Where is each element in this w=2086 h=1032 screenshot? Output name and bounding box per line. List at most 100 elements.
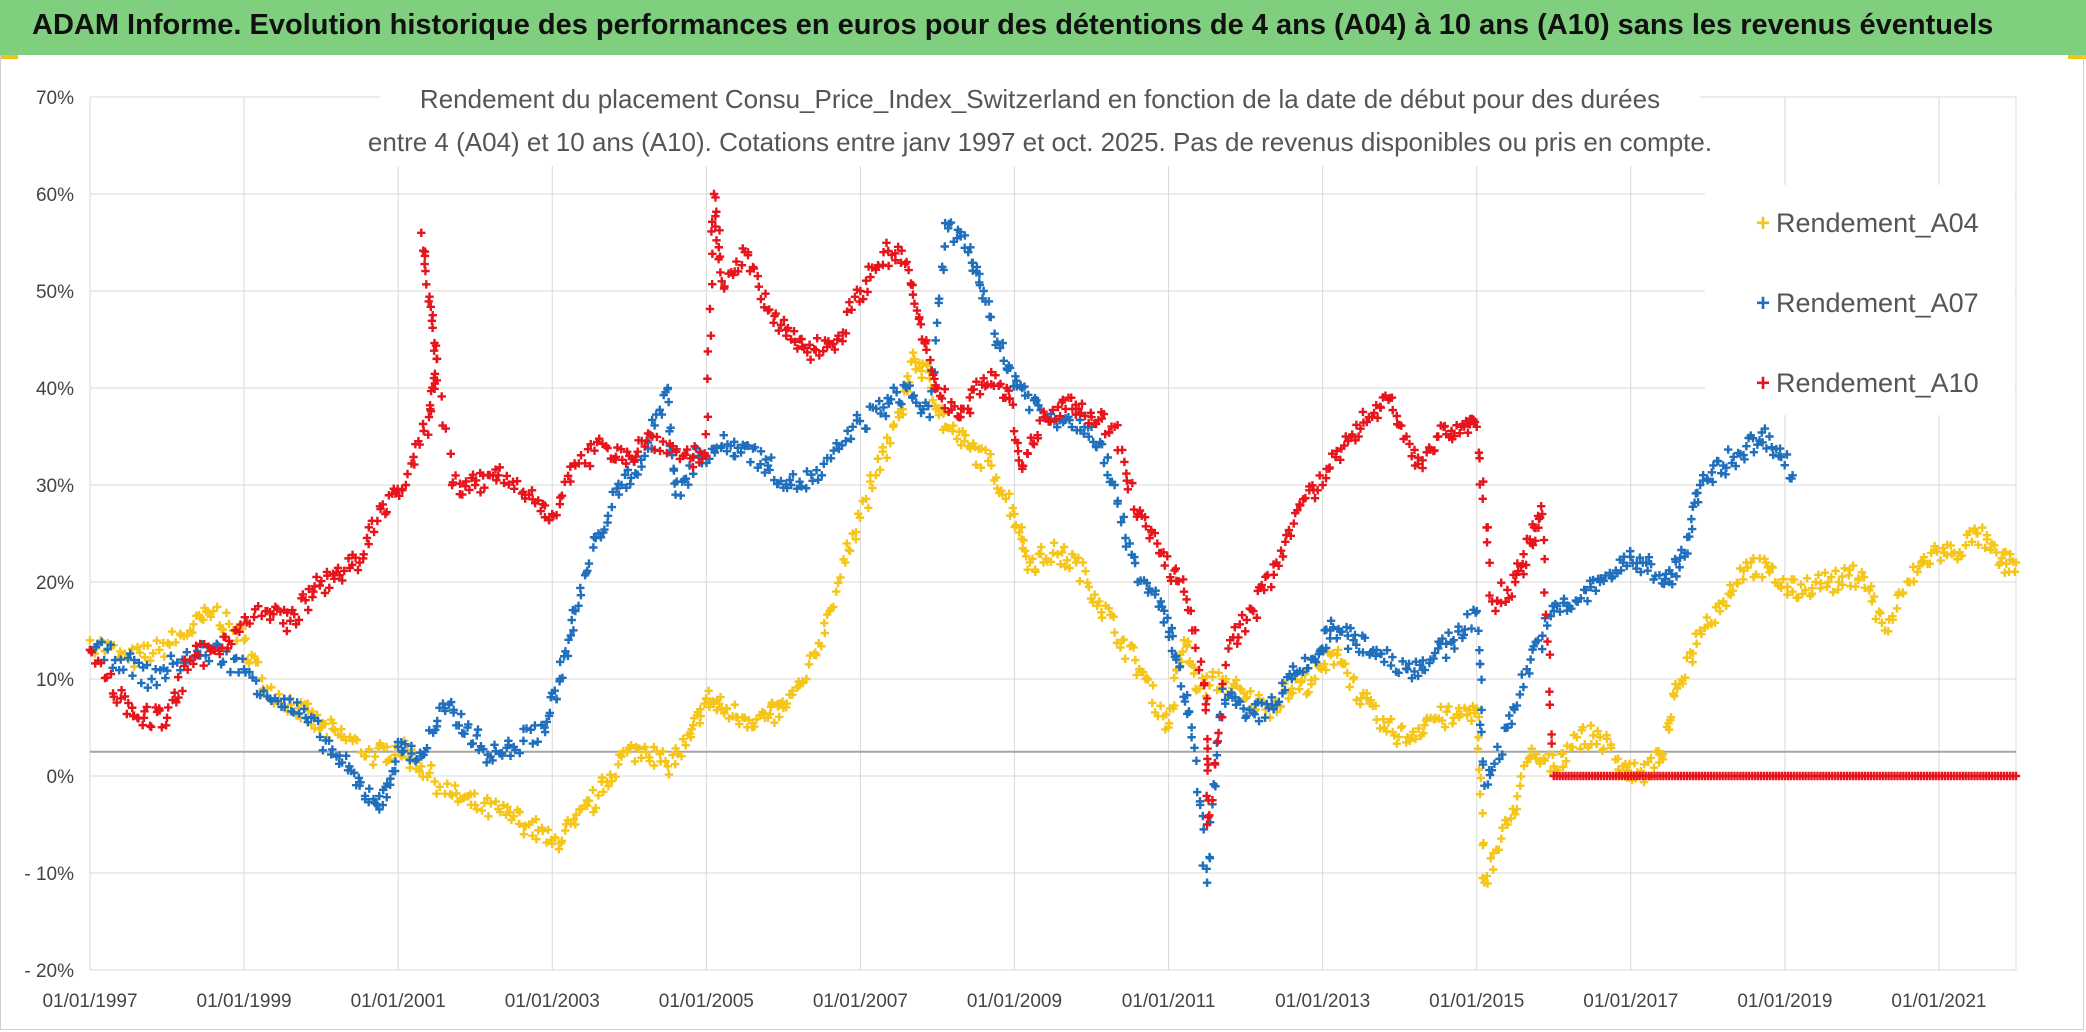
data-point-a07 [1636, 567, 1646, 577]
data-point-a04 [1472, 703, 1481, 713]
data-point-a10 [323, 571, 332, 580]
data-point-a10 [1023, 449, 1032, 459]
data-point-a04 [1004, 489, 1014, 499]
data-point-a10 [737, 260, 747, 270]
data-point-a04 [1408, 727, 1418, 736]
data-point-a07 [1103, 470, 1112, 480]
data-point-a04 [765, 709, 775, 719]
data-point-a04 [599, 787, 608, 797]
legend-label-a04: Rendement_A04 [1776, 208, 1979, 238]
data-point-a04 [253, 657, 263, 667]
data-point-a04 [617, 752, 626, 761]
data-point-a04 [670, 760, 680, 769]
data-point-a10 [1293, 506, 1302, 515]
data-point-a07 [137, 678, 146, 688]
data-point-a04 [209, 606, 218, 616]
data-point-a10 [527, 486, 537, 495]
data-point-a10 [1128, 478, 1137, 488]
data-point-a07 [763, 461, 773, 470]
data-point-a10 [465, 485, 474, 495]
data-point-a07 [1608, 572, 1617, 581]
data-point-a10 [749, 264, 759, 273]
data-point-a10 [714, 243, 723, 252]
data-point-a07 [1267, 693, 1276, 702]
data-point-a07 [975, 280, 985, 290]
data-point-a10 [926, 355, 935, 365]
data-point-a04 [1888, 611, 1897, 621]
data-point-a04 [1139, 667, 1148, 677]
data-point-a10 [223, 644, 232, 653]
data-point-a04 [1721, 601, 1731, 611]
data-point-a04 [1320, 659, 1329, 669]
data-point-a04 [1796, 580, 1806, 589]
data-point-a10 [1450, 431, 1459, 441]
data-point-a04 [658, 747, 667, 756]
data-point-a07 [1024, 390, 1033, 399]
data-point-a10 [884, 261, 893, 271]
data-point-a10 [1005, 394, 1014, 403]
data-point-a04 [802, 674, 811, 684]
data-point-a04 [85, 636, 95, 645]
data-point-a07 [1329, 623, 1338, 632]
data-point-a10 [417, 228, 426, 237]
data-point-a07 [1288, 662, 1298, 671]
data-point-a04 [115, 647, 125, 656]
data-point-a07 [152, 680, 161, 690]
data-point-a04 [1288, 688, 1297, 698]
data-point-a07 [407, 749, 416, 758]
data-point-a04 [712, 705, 721, 715]
data-point-a04 [1390, 731, 1399, 740]
data-point-a04 [189, 620, 198, 629]
data-point-a04 [630, 757, 640, 766]
data-point-a10 [1340, 441, 1349, 450]
data-point-a10 [1545, 700, 1554, 709]
data-point-a10 [1540, 588, 1549, 597]
data-point-a04 [1664, 725, 1674, 734]
data-point-a07 [1490, 759, 1499, 768]
data-point-a04 [1636, 766, 1646, 776]
data-point-a07 [623, 465, 633, 475]
data-point-a10 [162, 713, 172, 722]
data-point-a04 [1802, 574, 1812, 583]
banner: ADAM Informe. Evolution historique des p… [0, 0, 2086, 55]
data-point-a10 [1369, 408, 1379, 418]
data-point-a07 [1180, 697, 1190, 706]
data-point-a10 [830, 345, 840, 354]
data-point-a04 [1592, 739, 1601, 749]
data-point-a04 [958, 426, 967, 436]
data-point-a10 [325, 583, 334, 592]
data-point-a10 [424, 297, 433, 306]
data-point-a07 [1695, 480, 1705, 490]
data-point-a10 [432, 376, 442, 385]
data-point-a04 [1090, 590, 1099, 599]
data-point-a04 [1083, 578, 1092, 587]
data-point-a10 [1496, 598, 1506, 608]
data-point-a10 [157, 723, 166, 732]
data-point-a10 [1235, 620, 1244, 629]
data-point-a04 [1476, 773, 1485, 783]
data-point-a07 [511, 745, 520, 755]
data-point-a07 [1182, 690, 1192, 700]
data-point-a04 [687, 725, 696, 734]
data-point-a07 [730, 452, 740, 461]
x-tick-label: 01/01/2009 [967, 991, 1062, 1012]
data-point-a04 [1178, 647, 1187, 656]
data-point-a07 [1168, 631, 1177, 641]
data-point-a10 [1178, 575, 1188, 584]
data-point-a07 [939, 265, 948, 275]
data-point-a10 [797, 334, 806, 344]
data-point-a07 [341, 751, 351, 761]
data-point-a07 [964, 248, 973, 257]
data-point-a10 [432, 354, 441, 364]
data-point-a07 [655, 405, 665, 415]
data-point-a04 [1078, 558, 1088, 567]
data-point-a04 [626, 740, 636, 750]
data-point-a10 [580, 459, 590, 468]
data-point-a04 [1436, 702, 1445, 712]
data-point-a10 [838, 336, 847, 346]
data-point-a07 [407, 741, 416, 751]
data-point-a10 [1269, 570, 1279, 579]
data-point-a10 [1199, 679, 1209, 688]
data-point-a04 [1162, 710, 1171, 719]
data-point-a07 [1775, 444, 1785, 453]
